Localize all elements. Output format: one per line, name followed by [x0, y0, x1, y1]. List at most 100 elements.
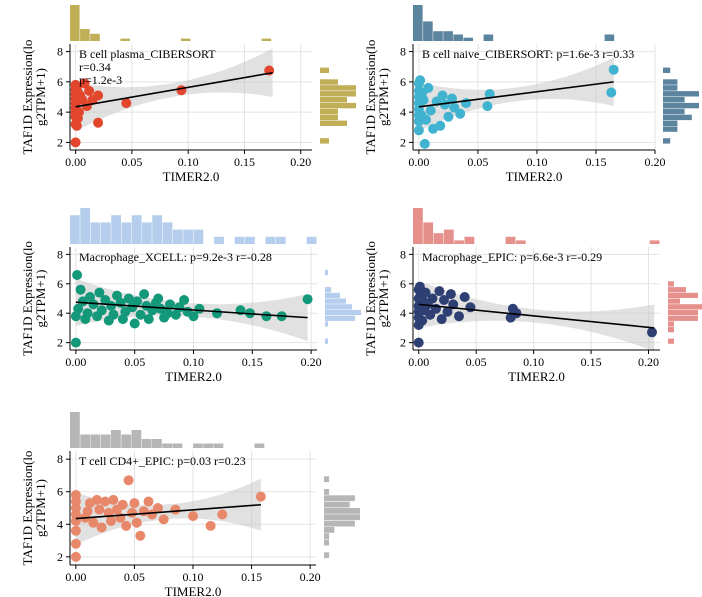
right-histogram-bar [663, 138, 671, 144]
y-tick-label: 2 [400, 135, 406, 149]
top-histogram-bar [245, 236, 255, 244]
right-histogram-bar [324, 533, 330, 540]
scatter-point [436, 314, 447, 325]
scatter-point [70, 111, 81, 122]
y-tick-label: 8 [400, 45, 406, 59]
top-histogram-bar [172, 443, 183, 448]
right-histogram-bar [325, 304, 352, 310]
y-axis-label-line2: g2TPM+1) [376, 68, 391, 126]
scatter-point [647, 327, 657, 338]
right-histogram-bar [324, 476, 330, 483]
top-histogram-bar [433, 233, 444, 244]
x-tick-label: 0.00 [408, 155, 429, 169]
top-histogram-bar [80, 434, 91, 448]
scatter-point [79, 78, 90, 89]
scatter-point [70, 311, 81, 322]
scatter-point [123, 475, 134, 486]
right-histogram-bar [668, 315, 698, 321]
right-histogram-bar [668, 298, 680, 304]
x-tick-label: 0.05 [124, 570, 145, 584]
right-histogram-bar [320, 138, 329, 144]
scatter-point [413, 293, 424, 304]
x-tick-label: 0.00 [65, 155, 86, 169]
top-histogram-bar [483, 34, 494, 41]
scatter-point [84, 85, 95, 96]
scatter-point [217, 509, 228, 520]
top-histogram-bar [214, 236, 224, 244]
top-histogram-bar [100, 434, 111, 448]
x-tick-label: 0.10 [178, 155, 199, 169]
scatter-point [150, 297, 161, 308]
scatter-point [135, 530, 146, 541]
top-histogram-bar [142, 222, 152, 244]
scatter-point [143, 314, 154, 325]
scatter-point [111, 504, 122, 515]
right-histogram-bar [324, 539, 330, 546]
right-histogram-bar [325, 298, 346, 304]
scatter-point [70, 337, 81, 348]
y-tick-label: 8 [57, 247, 63, 261]
scatter-point [100, 496, 111, 507]
right-histogram-bar [663, 120, 678, 126]
scatter-point [505, 312, 516, 323]
scatter-point [70, 119, 81, 130]
scatter-point [70, 551, 81, 562]
scatter-point [158, 514, 169, 525]
scatter-point [96, 522, 107, 533]
right-histogram-bar [663, 91, 699, 97]
y-tick-label: 2 [400, 336, 406, 350]
regression-line [75, 503, 262, 520]
scatter-point [112, 290, 122, 301]
scatter-point [72, 270, 83, 280]
right-histogram-bar [668, 304, 702, 310]
right-histogram-bar [325, 338, 328, 344]
y-tick-label: 6 [57, 485, 63, 499]
scatter-point [449, 102, 460, 113]
right-histogram-bar [668, 327, 674, 333]
scatter-point [70, 525, 81, 536]
scatter-point [80, 314, 91, 325]
x-tick-label: 0.05 [124, 355, 145, 369]
scatter-point [507, 303, 518, 314]
scatter-point [413, 320, 424, 330]
scatter-point [131, 517, 142, 528]
scatter-point [465, 302, 476, 313]
scatter-point [129, 498, 140, 509]
top-histogram-bar [193, 229, 204, 244]
scatter-point [170, 504, 181, 515]
scatter-point [121, 98, 132, 109]
right-histogram-bar [324, 527, 335, 533]
scatter-point [413, 284, 424, 295]
right-histogram-bar [320, 91, 356, 97]
stats-annotation: B cell plasma_CIBERSORT [79, 47, 216, 61]
regression-line [418, 303, 655, 329]
scatter-point [106, 516, 116, 526]
right-histogram-bar [663, 85, 678, 91]
right-histogram-bar [320, 67, 329, 73]
scatter-point [261, 311, 272, 322]
right-histogram-bar [324, 489, 330, 495]
top-histogram-bar [121, 222, 132, 244]
top-histogram-bar [70, 5, 80, 41]
top-histogram-bar [183, 229, 193, 244]
scatter-point [70, 538, 81, 549]
panel-c: 0.00 0.05 0.10 0.15 0.20 2 4 6 8 TIMER2.0 TAF1D Ex… [20, 208, 361, 384]
scatter-point [123, 293, 134, 304]
scatter-point [92, 311, 103, 322]
top-histogram-bar [111, 215, 121, 244]
top-histogram-bar [70, 412, 80, 448]
top-histogram-bar [515, 240, 526, 244]
right-histogram-bar [324, 508, 360, 514]
right-histogram-bar [320, 85, 356, 91]
y-tick-label: 2 [57, 550, 63, 564]
scatter-point [159, 312, 170, 323]
scatter-point [70, 516, 81, 526]
scatter-point [88, 517, 99, 528]
top-histogram-bar [172, 229, 183, 244]
top-histogram-bar [254, 443, 265, 448]
right-histogram-bar [320, 120, 347, 126]
right-histogram-bar [325, 321, 328, 327]
top-histogram-bar [193, 443, 203, 448]
scatter-point [94, 504, 105, 515]
